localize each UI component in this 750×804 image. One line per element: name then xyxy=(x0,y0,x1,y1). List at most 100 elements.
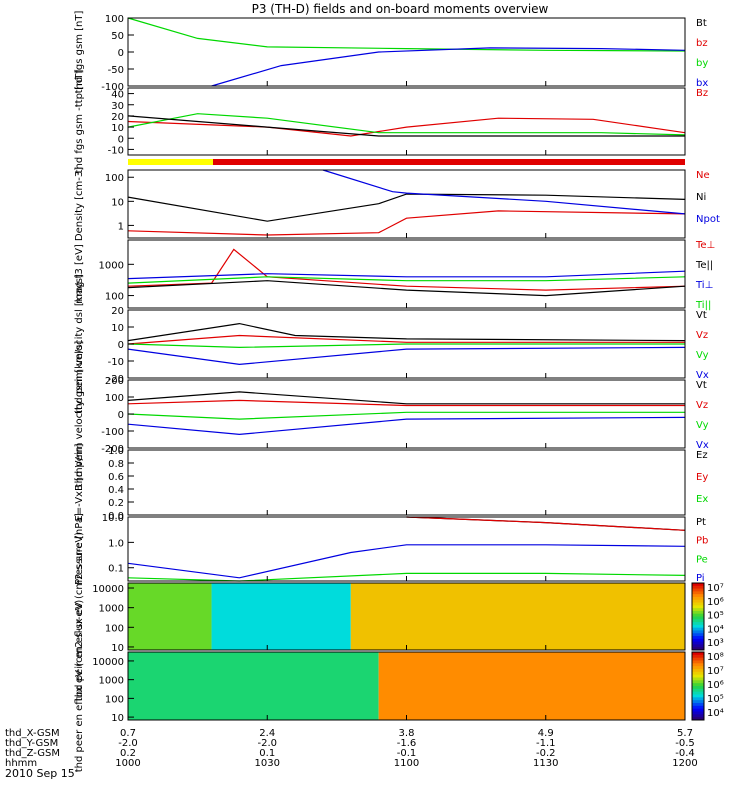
y-tick-label: 0.8 xyxy=(108,459,124,470)
panel-density: Ne Ni Npot 100 10 1 Density [cm-3] xyxy=(74,167,720,241)
colorbar-label: 10⁶ xyxy=(707,680,724,691)
colorbar-step xyxy=(692,638,704,643)
series-line-Ti⊥ xyxy=(127,270,686,280)
panel-efield: Ez Ey Ex 1.0 0.8 0.6 0.4 0.2 0.0 E=-VxB [mV/m] xyxy=(74,443,708,522)
colorbar-step xyxy=(692,708,704,712)
legend-entry: Ti⊥ xyxy=(695,280,713,291)
series-line-Pe xyxy=(127,572,686,582)
panel-temperature: Te⊥ Te|| Ti⊥ Ti|| 1000 100 mag t3 [eV] xyxy=(74,239,715,311)
colorbar-label: 10³ xyxy=(707,638,724,649)
y-tick-label: 50 xyxy=(111,31,124,42)
y-tick-label: -200 xyxy=(101,444,124,455)
series-line-Bz xyxy=(127,117,686,137)
ephemeris-footer: 2010 Sep 15 thd_X-GSMthd_Y-GSMthd_Z-GSMh… xyxy=(5,728,698,780)
colorbar-step xyxy=(692,652,704,656)
legend-entry: Ex xyxy=(696,494,708,505)
legend-entry: Pe xyxy=(696,554,708,565)
colorbar-label: 10⁷ xyxy=(707,666,724,677)
colorbar-step xyxy=(692,647,704,651)
colorbar-step xyxy=(692,700,704,704)
colorbar-step xyxy=(692,633,704,637)
colorbar-step xyxy=(692,627,704,631)
ephemeris-value: 5.7 xyxy=(677,728,693,739)
ephemeris-value: 1200 xyxy=(672,758,697,769)
series-line-Vy xyxy=(127,411,685,420)
colorbar: 10⁷ 10⁶ 10⁵ 10⁴ 10³ xyxy=(691,582,724,651)
colorbar-step xyxy=(692,622,704,626)
colorbar-step xyxy=(692,616,704,620)
heatmap-cell xyxy=(211,583,351,650)
status-bar-yellow xyxy=(128,159,213,165)
y-axis-label: thd peir en eflux eV (cm2-s-sr-eV) xyxy=(74,532,85,701)
colorbar-label: 10⁵ xyxy=(707,694,724,705)
ephemeris-value: -0.4 xyxy=(675,748,695,759)
y-tick-label: 100 xyxy=(105,694,124,705)
colorbar-step xyxy=(692,599,704,604)
ephemeris-value: 4.9 xyxy=(538,728,554,739)
colorbar-label: 10⁵ xyxy=(707,611,724,622)
panel-frame xyxy=(127,379,686,449)
ephemeris-value: 3.8 xyxy=(399,728,415,739)
colorbar-step xyxy=(692,619,704,623)
colorbar-step xyxy=(692,591,704,595)
y-tick-label: 1000 xyxy=(99,260,124,271)
y-tick-label: 1000 xyxy=(99,604,124,615)
legend-entry: Vx xyxy=(696,370,709,381)
legend-entry: Pb xyxy=(696,536,708,547)
legend-entry: Pi xyxy=(696,573,705,584)
legend-entry: Vy xyxy=(696,350,709,361)
y-tick-label: 1000 xyxy=(99,676,124,687)
legend-entry: Npot xyxy=(696,214,720,225)
y-tick-label: 100 xyxy=(105,623,124,634)
colorbar-frame xyxy=(691,582,705,651)
panel-frame xyxy=(127,449,686,516)
heatmap-cell xyxy=(350,583,685,650)
series-line-Npot xyxy=(322,169,686,215)
colorbar-step xyxy=(692,674,704,678)
ephemeris-value: 1100 xyxy=(394,758,419,769)
colorbar-step xyxy=(692,588,704,592)
colorbar-label: 10⁸ xyxy=(707,652,724,663)
colorbar-step xyxy=(692,697,704,701)
series-line-Vx xyxy=(127,416,686,436)
colorbar-frame xyxy=(691,651,705,721)
series-line-Ti|| xyxy=(127,276,686,284)
plot-title: P3 (TH-D) fields and on-board moments ov… xyxy=(252,2,549,16)
colorbar-step xyxy=(692,660,704,664)
legend-entry: Bt xyxy=(696,18,707,29)
y-tick-label: -20 xyxy=(108,374,124,385)
series-line-bx xyxy=(211,47,686,87)
panel-frame xyxy=(127,17,686,87)
y-tick-label: 20 xyxy=(111,112,124,123)
ephemeris-value: 0.7 xyxy=(120,728,136,739)
ephemeris-row-label: thd_Y-GSM xyxy=(5,738,58,749)
legend-entry: Te|| xyxy=(695,260,713,271)
y-tick-label: 0 xyxy=(118,48,124,59)
ephemeris-value: 0.1 xyxy=(259,748,275,759)
colorbar-step xyxy=(692,610,704,615)
series-line-Pb xyxy=(406,516,686,531)
ephemeris-value: -2.0 xyxy=(118,738,138,749)
y-tick-label: 0 xyxy=(118,410,124,421)
y-tick-label: 0 xyxy=(118,340,124,351)
series-line-by xyxy=(127,17,686,52)
panel-peer-en-eflux: 10⁸ 10⁷ 10⁶ 10⁵ 10⁴ 10000 1000 100 10 thd peer en… xyxy=(74,600,724,773)
ephemeris-value: -1.6 xyxy=(397,738,417,749)
colorbar-step xyxy=(692,680,704,684)
status-bar-red xyxy=(213,159,685,165)
ephemeris-value: -0.1 xyxy=(397,748,417,759)
y-tick-label: 10 xyxy=(111,713,124,724)
y-tick-label: 30 xyxy=(111,101,124,112)
panel-peir-en-eflux: 10⁷ 10⁶ 10⁵ 10⁴ 10³ 10000 1000 100 10 thd peir en… xyxy=(74,532,724,701)
y-axis-label: mag t3 [eV] xyxy=(74,244,85,304)
panel-frame xyxy=(127,87,686,156)
legend-entry: Vy xyxy=(696,420,709,431)
colorbar-step xyxy=(692,654,704,659)
colorbar-step xyxy=(692,663,704,667)
